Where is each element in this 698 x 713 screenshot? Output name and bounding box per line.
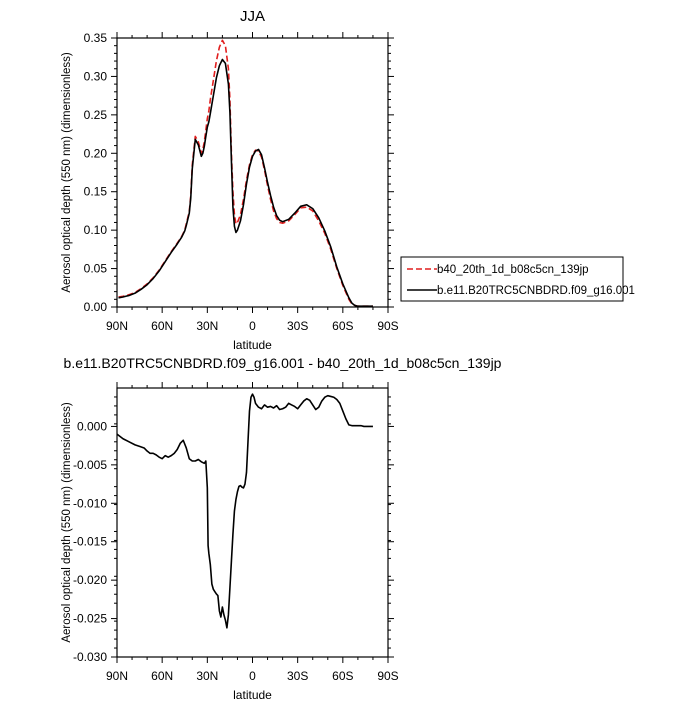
- y-axis-label: Aerosol optical depth (550 nm) (dimensio…: [61, 52, 73, 293]
- x-tick-label: 30S: [287, 319, 308, 333]
- bottom-panel: b.e11.B20TRC5CNBDRD.f09_g16.001 - b40_20…: [61, 355, 502, 702]
- x-tick-label: 0: [249, 319, 256, 333]
- x-tick-label: 90S: [377, 319, 398, 333]
- top-panel: JJA 90N 60N 30N 0 30S 60S 90S latitude 0.00 0.05 0.…: [61, 8, 635, 352]
- y-tick-label: 0.35: [84, 31, 108, 45]
- x-tick-label: 90N: [106, 669, 128, 683]
- x-tick-label: 60N: [151, 669, 173, 683]
- y-tick-label: 0.25: [84, 108, 108, 122]
- legend-label-0: b40_20th_1d_b08c5cn_139jp: [437, 264, 589, 276]
- y-tick-label: 0.15: [84, 185, 108, 199]
- x-tick-label: 30N: [196, 669, 218, 683]
- y-tick-label: 0.000: [77, 419, 107, 433]
- y-tick-label: -0.020: [73, 573, 107, 587]
- x-tick-label: 60S: [332, 669, 353, 683]
- y-tick-label: -0.025: [73, 612, 107, 626]
- chart-title: JJA: [240, 8, 265, 25]
- x-tick-label: 90N: [106, 319, 128, 333]
- plot-frame: [116, 37, 389, 308]
- series-line-0: [118, 39, 373, 308]
- y-tick-label: -0.005: [73, 458, 107, 472]
- y-tick-label: 0.10: [84, 223, 108, 237]
- legend-label-1: b.e11.B20TRC5CNBDRD.f09_g16.001: [437, 285, 635, 297]
- y-tick-label: 0.05: [84, 262, 108, 276]
- x-tick-label: 60N: [151, 319, 173, 333]
- x-tick-label: 30S: [287, 669, 308, 683]
- chart-title: b.e11.B20TRC5CNBDRD.f09_g16.001 - b40_20…: [64, 355, 502, 371]
- y-tick-label: 0.00: [84, 300, 108, 314]
- x-axis-label: latitude: [233, 338, 272, 352]
- x-axis-label: latitude: [233, 688, 272, 702]
- x-tick-label: 30N: [196, 319, 218, 333]
- series-line-1: [118, 58, 373, 308]
- y-tick-label: -0.030: [73, 650, 107, 664]
- legend-box: [400, 256, 624, 302]
- plot-frame: [116, 387, 389, 658]
- y-axis-label: Aerosol optical depth (550 nm) (dimensio…: [61, 402, 73, 643]
- x-tick-label: 90S: [377, 669, 398, 683]
- y-tick-label: -0.015: [73, 535, 107, 549]
- y-tick-label: -0.010: [73, 496, 107, 510]
- series-line-0: [116, 393, 373, 629]
- y-tick-label: 0.20: [84, 146, 108, 160]
- x-tick-label: 0: [249, 669, 256, 683]
- x-tick-label: 60S: [332, 319, 353, 333]
- y-tick-label: 0.30: [84, 69, 108, 83]
